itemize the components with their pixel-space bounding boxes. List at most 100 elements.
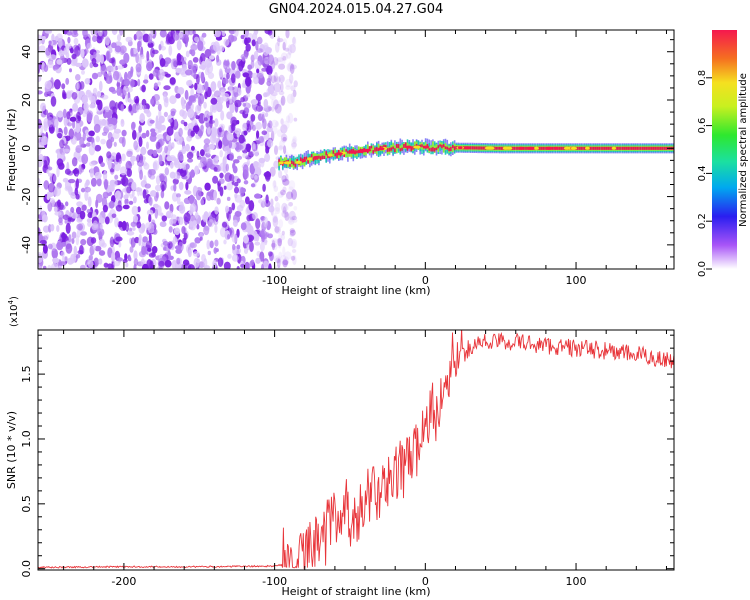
noise-speckle	[182, 99, 187, 106]
noise-speckle	[280, 52, 288, 62]
noise-speckle	[91, 57, 97, 65]
track-hotspot	[404, 145, 413, 149]
noise-speckle	[136, 221, 142, 229]
noise-speckle	[98, 250, 106, 256]
noise-speckle	[274, 226, 280, 233]
noise-speckle	[177, 87, 185, 95]
noise-speckle	[236, 131, 240, 138]
noise-speckle	[192, 57, 199, 63]
noise-speckle	[207, 72, 215, 79]
noise-speckle	[270, 119, 279, 128]
noise-speckle	[197, 40, 204, 51]
noise-speckle	[203, 117, 208, 122]
noise-speckle	[172, 236, 178, 245]
noise-speckle	[135, 30, 143, 40]
noise-speckle	[278, 74, 285, 83]
track-hotspot	[518, 146, 524, 150]
noise-speckle	[236, 178, 241, 184]
noise-speckle	[116, 257, 123, 262]
noise-speckle	[176, 53, 182, 62]
noise-speckle	[164, 201, 170, 210]
noise-speckle	[210, 97, 218, 105]
noise-speckle	[280, 124, 288, 134]
noise-speckle	[244, 261, 250, 269]
noise-speckle	[189, 194, 195, 205]
track-hotspot	[502, 146, 508, 150]
noise-speckle	[164, 145, 168, 154]
noise-speckle	[236, 244, 241, 250]
noise-speckle	[178, 204, 186, 214]
noise-speckle	[245, 76, 252, 87]
noise-speckle	[262, 198, 266, 208]
noise-speckle	[71, 92, 78, 100]
noise-speckle	[250, 99, 259, 105]
noise-speckle	[128, 97, 132, 103]
noise-speckle	[42, 235, 49, 241]
noise-speckle	[104, 105, 110, 113]
noise-speckle	[111, 30, 118, 35]
noise-speckle	[96, 177, 102, 187]
noise-speckle	[274, 207, 281, 215]
noise-speckle	[286, 52, 292, 59]
noise-speckle	[281, 202, 288, 213]
noise-speckle	[91, 223, 99, 231]
noise-speckle	[256, 130, 260, 139]
noise-speckle	[146, 50, 150, 62]
noise-speckle	[213, 167, 218, 172]
noise-speckle	[61, 152, 66, 157]
noise-speckle	[214, 206, 219, 215]
noise-speckle	[231, 202, 236, 211]
noise-speckle	[190, 44, 198, 51]
noise-speckle	[143, 175, 147, 184]
noise-speckle	[159, 221, 167, 228]
noise-speckle	[273, 160, 280, 169]
noise-speckle	[168, 226, 173, 233]
noise-speckle	[206, 239, 211, 250]
noise-speckle	[245, 196, 250, 205]
noise-speckle	[293, 80, 298, 88]
noise-speckle	[278, 232, 283, 240]
noise-speckle	[188, 221, 194, 228]
noise-speckle	[204, 81, 209, 92]
noise-speckle	[238, 134, 245, 144]
noise-speckle	[222, 78, 229, 85]
noise-speckle	[288, 61, 292, 70]
noise-speckle	[154, 208, 158, 219]
noise-speckle	[240, 222, 247, 231]
noise-speckle	[234, 99, 242, 108]
noise-speckle	[271, 125, 278, 135]
snr-xtick-label: -200	[111, 575, 136, 588]
noise-speckle	[278, 219, 284, 229]
noise-speckle	[159, 58, 166, 67]
noise-speckle	[168, 155, 176, 161]
noise-speckle	[64, 219, 68, 224]
noise-speckle	[100, 54, 104, 64]
noise-speckle	[158, 68, 165, 80]
noise-speckle	[119, 89, 127, 98]
noise-speckle	[186, 80, 193, 87]
noise-speckle	[60, 233, 68, 240]
noise-speckle	[115, 236, 123, 242]
noise-speckle	[45, 47, 51, 56]
noise-speckle	[125, 160, 132, 171]
noise-speckle	[97, 214, 103, 223]
noise-speckle	[160, 190, 165, 199]
noise-speckle	[236, 155, 243, 160]
noise-speckle	[259, 230, 266, 238]
noise-speckle	[268, 263, 272, 269]
noise-speckle	[141, 132, 147, 139]
noise-speckle	[57, 132, 63, 139]
noise-speckle	[129, 227, 133, 232]
noise-speckle	[56, 59, 63, 65]
noise-speckle	[92, 87, 98, 95]
noise-speckle	[184, 190, 192, 195]
noise-speckle	[84, 190, 89, 201]
noise-speckle	[209, 240, 214, 249]
noise-speckle	[49, 54, 57, 61]
track-hotspot	[585, 146, 590, 150]
noise-speckle	[207, 250, 211, 256]
noise-speckle	[250, 60, 255, 69]
noise-speckle	[214, 212, 219, 223]
noise-speckle	[216, 54, 220, 63]
